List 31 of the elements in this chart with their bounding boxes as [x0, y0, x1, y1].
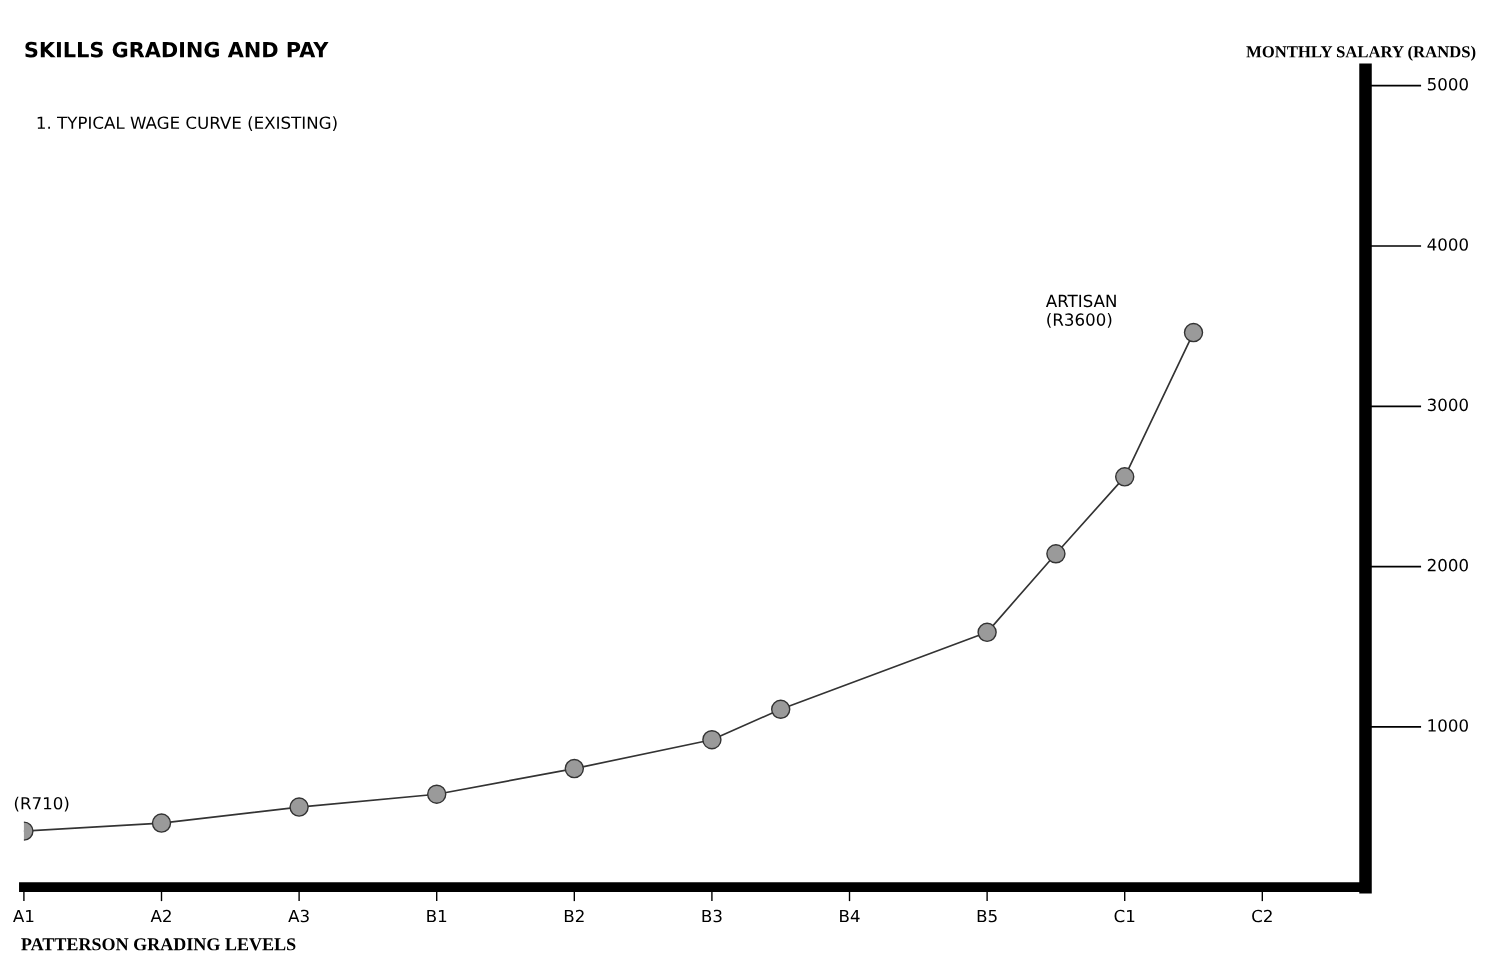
x-tick-label: C2: [1252, 909, 1272, 923]
y-tick-label: 1000: [1428, 719, 1468, 732]
point: [1114, 467, 1135, 487]
y-tick-label: 3000: [1427, 398, 1468, 412]
point: [1046, 544, 1066, 564]
point: [702, 730, 722, 750]
point: [977, 622, 997, 643]
x-tick-label: A2: [150, 909, 171, 923]
x-tick-label: A1: [13, 909, 34, 923]
x-tick-label: B3: [702, 909, 722, 923]
x-tick-label: B1: [427, 909, 447, 923]
point: [564, 758, 585, 779]
x-tick-label: B4: [840, 909, 860, 923]
chart-title: SKILLS GRADING AND PAY: [25, 41, 329, 58]
text: 1. TYPICAL WAGE CURVE (EXISTING): [37, 116, 337, 131]
point: [151, 813, 172, 833]
annotation: (R710): [14, 796, 69, 812]
annotation: ARTISAN (R3600): [1045, 294, 1116, 328]
point: [770, 699, 791, 719]
x-tick-label: B2: [564, 909, 584, 923]
x-tick-label: A3: [288, 909, 309, 923]
point: [1183, 322, 1204, 343]
point: [426, 784, 447, 804]
y-axis-title: MONTHLY SALARY (RANDS): [1246, 45, 1476, 61]
y-tick-label: 4000: [1427, 238, 1468, 251]
y-tick-label: 5000: [1427, 77, 1468, 91]
x-tick-label: B5: [977, 909, 997, 923]
point: [289, 797, 309, 817]
x-axis-title: PATTERSON GRADING LEVELS: [21, 938, 296, 951]
x-tick-label: C1: [1114, 909, 1135, 923]
y-tick-label: 2000: [1427, 558, 1468, 572]
